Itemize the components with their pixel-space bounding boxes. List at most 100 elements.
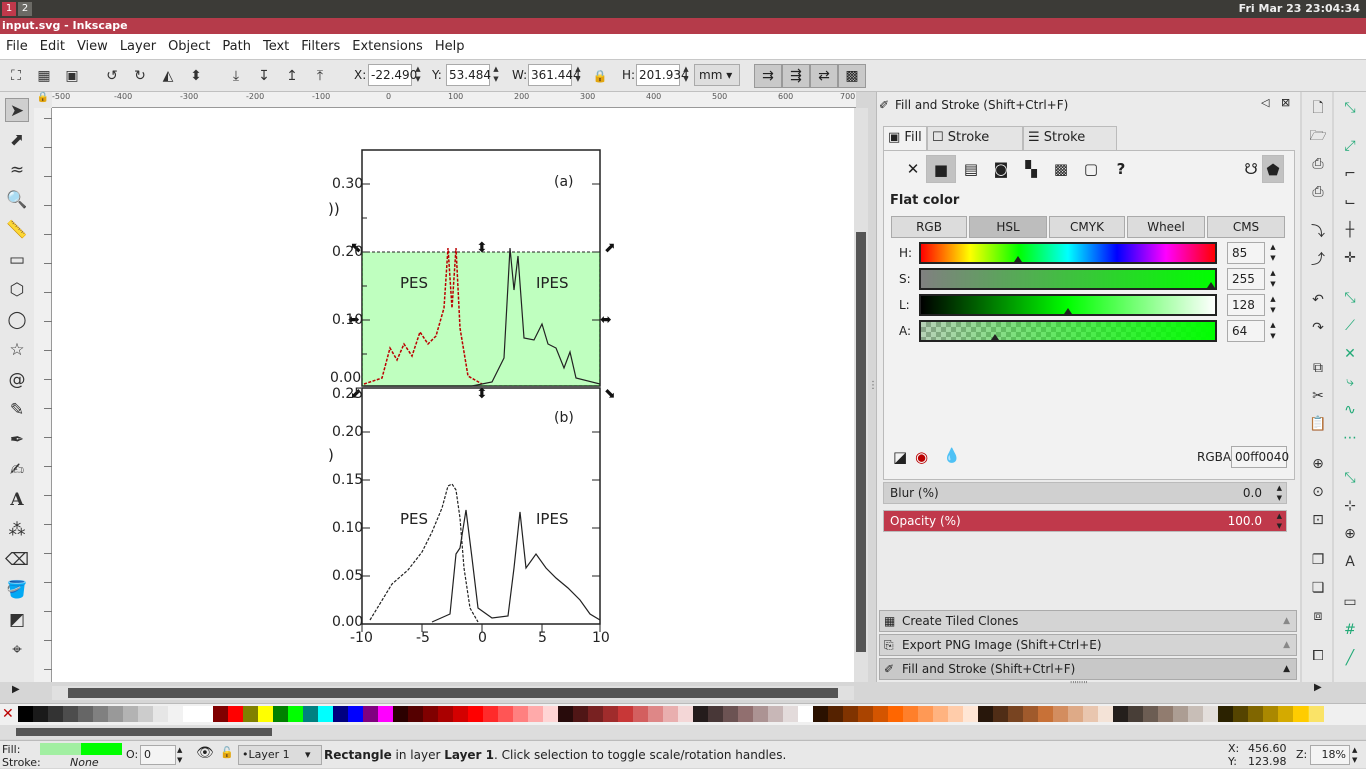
unset-paint-icon[interactable]: ? [1116,160,1126,178]
print-icon[interactable]: ⎙ [1312,184,1324,200]
linear-gradient-icon[interactable]: ▤ [963,160,979,178]
rgba-input[interactable]: 00ff0040 [1231,446,1289,468]
unit-select[interactable]: mm ▾ [694,64,740,86]
out-of-gamut-icon[interactable]: ◉ [915,448,929,466]
a-slider-marker[interactable] [990,334,999,340]
mode-hsl-button[interactable]: HSL [969,216,1047,238]
color-swatch[interactable] [1158,706,1174,722]
commands-expand-icon[interactable]: ▶ [1314,682,1322,693]
color-swatch[interactable] [678,706,694,722]
group-icon[interactable]: ⧠ [1312,648,1324,664]
palette-scrollbar[interactable] [0,725,1366,739]
lower-icon[interactable]: ↧ [258,68,270,84]
flat-color-icon[interactable]: ■ [926,155,956,183]
color-swatch[interactable] [1218,706,1234,722]
color-swatch[interactable] [318,706,334,722]
zoom-input[interactable]: 18% [1310,745,1350,765]
workspace-1-button[interactable]: 1 [2,2,16,16]
vertical-ruler[interactable] [34,108,52,682]
color-swatch[interactable] [1023,706,1039,722]
canvas-horizontal-scrollbar[interactable] [52,686,854,700]
color-swatch[interactable] [993,706,1009,722]
color-swatch[interactable] [1068,706,1084,722]
cut-icon[interactable]: ✂ [1312,388,1324,404]
w-input[interactable]: 361.444 [528,64,581,86]
color-swatch[interactable] [468,706,484,722]
color-swatch[interactable] [858,706,874,722]
deselect-icon[interactable]: ▣ [65,68,79,84]
zoom-spin[interactable]: ▲ ▼ [1352,746,1358,764]
opacity-slider[interactable]: Opacity (%) 100.0 ▲ ▼ [883,510,1287,532]
color-swatch[interactable] [738,706,754,722]
color-swatch[interactable] [228,706,244,722]
horizontal-ruler[interactable]: -500 -400 -300 -200 -100 0 100 200 300 4… [52,92,856,108]
paint-bucket-tool-icon[interactable]: 🪣 [6,580,28,600]
opacity-spin[interactable]: ▲ ▼ [1276,512,1282,530]
color-swatch[interactable] [333,706,349,722]
l-slider-marker[interactable] [1064,308,1072,314]
color-swatch[interactable] [303,706,319,722]
rectangle-tool-icon[interactable]: ▭ [8,250,26,270]
color-swatch[interactable] [363,706,379,722]
w-spin[interactable]: ▲ ▼ [575,65,581,83]
snap-guide-icon[interactable]: ╱ [1345,650,1355,666]
select-all-layers-icon[interactable]: ▦ [37,68,51,84]
color-swatch[interactable] [1263,706,1279,722]
color-swatch[interactable] [48,706,64,722]
color-swatch[interactable] [1293,706,1309,722]
color-swatch[interactable] [648,706,664,722]
color-swatch[interactable] [1173,706,1189,722]
color-swatch[interactable] [498,706,514,722]
selected-rectangle[interactable] [361,251,601,387]
fill-rule-evenodd-icon[interactable]: ☋ [1244,160,1258,178]
snap-bbox-corner-icon[interactable]: ⌙ [1344,194,1356,210]
opacity-status-spin[interactable]: ▲ ▼ [177,746,183,764]
color-swatch[interactable] [198,706,214,722]
star-tool-icon[interactable]: ☆ [9,340,25,360]
x-spin[interactable]: ▲ ▼ [415,65,421,83]
mode-wheel-button[interactable]: Wheel [1127,216,1205,238]
zoom-selection-icon[interactable]: ⊕ [1312,456,1324,472]
palette-scroll-thumb[interactable] [16,728,272,736]
color-swatch[interactable] [723,706,739,722]
pattern-icon[interactable]: ▩ [1053,160,1069,178]
snap-text-baseline-icon[interactable]: A [1345,554,1355,570]
color-swatch[interactable] [183,706,199,722]
color-swatch[interactable] [708,706,724,722]
menu-edit[interactable]: Edit [39,39,65,54]
save-icon[interactable]: ⎙ [1312,156,1324,172]
drawing-canvas[interactable]: ⬉ ⬈ ⬋ ⬊ ⬍ ⬍ ⬌ ⬌ 0.30 )) 0.20 0.10 0.00 (… [52,108,854,682]
menu-file[interactable]: File [6,39,28,54]
dock-export-png[interactable]: ⎘ Export PNG Image (Shift+Ctrl+E) ▲ [879,634,1297,656]
gradient-tool-icon[interactable]: ◩ [8,610,26,630]
color-swatch[interactable] [588,706,604,722]
color-swatch[interactable] [903,706,919,722]
workspace-2-button[interactable]: 2 [18,2,32,16]
snap-cusp-icon[interactable]: ⤷ [1346,374,1354,390]
color-swatch[interactable] [783,706,799,722]
tweak-tool-icon[interactable]: ≈ [9,160,25,180]
snap-midpoint-icon[interactable]: ⋯ [1343,430,1357,446]
duplicate-icon[interactable]: ❐ [1311,552,1325,568]
ruler-lock-icon[interactable]: 🔒 [34,92,52,108]
color-swatch[interactable] [138,706,154,722]
menu-path[interactable]: Path [222,39,251,54]
color-swatch[interactable] [243,706,259,722]
lock-ratio-icon[interactable]: 🔒 [592,69,608,83]
panel-close-icon[interactable]: ⊠ [1281,96,1291,109]
node-tool-icon[interactable]: ⬈ [9,130,25,150]
mesh-gradient-icon[interactable]: ▚ [1025,160,1037,178]
color-swatch[interactable] [438,706,454,722]
s-channel-bar[interactable] [919,268,1217,290]
color-swatch[interactable] [768,706,784,722]
mode-cms-button[interactable]: CMS [1207,216,1285,238]
spray-tool-icon[interactable]: ⁂ [8,520,26,540]
color-swatch[interactable] [543,706,559,722]
color-swatch[interactable] [1308,706,1324,722]
color-swatch[interactable] [483,706,499,722]
lower-to-bottom-icon[interactable]: ⤓ [232,68,240,84]
color-swatch[interactable] [618,706,634,722]
eraser-tool-icon[interactable]: ⌫ [5,550,30,570]
color-swatch[interactable] [948,706,964,722]
flip-vertical-icon[interactable]: ⬍ [190,68,202,84]
